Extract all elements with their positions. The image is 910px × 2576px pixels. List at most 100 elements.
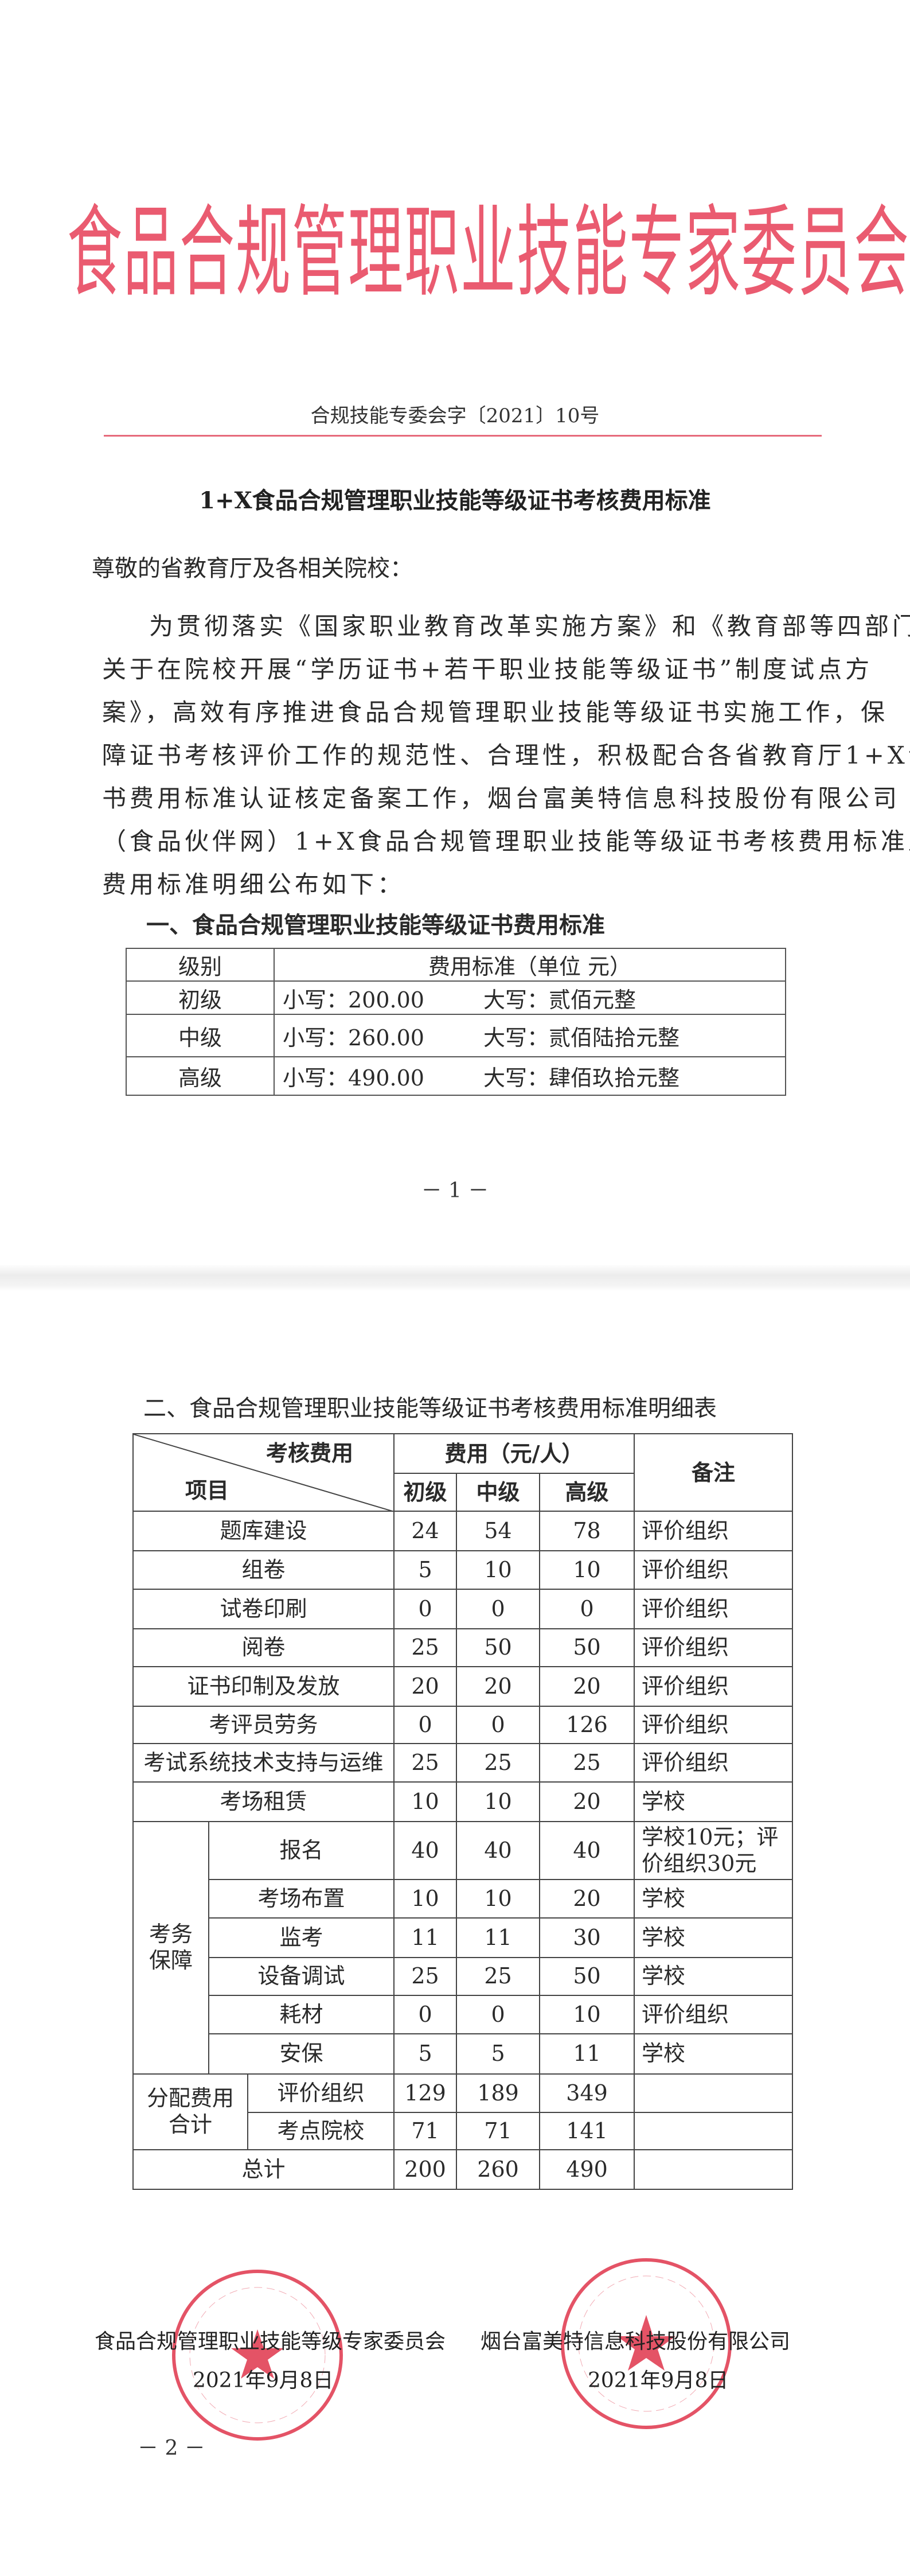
table-row: 阅卷 25 50 50 评价组织: [132, 1628, 794, 1667]
fee-value: 10: [393, 1781, 458, 1822]
section-2-title: 二、食品合规管理职业技能等级证书考核费用标准明细表: [143, 1395, 717, 1422]
table-row: 考务保障 报名 40 40 40 学校10元；评价组织30元: [132, 1821, 794, 2075]
level-header-junior: 初级: [393, 1473, 458, 1512]
item-cell: 考场布置: [208, 1879, 395, 1919]
amount-small: 小写：490.00: [283, 1065, 424, 1091]
table-row: 考评员劳务 0 0 126 评价组织: [132, 1706, 794, 1744]
note-cell: 评价组织: [634, 1743, 794, 1783]
level-cell: 高级: [126, 1056, 275, 1096]
fee-value: 0: [456, 1995, 541, 2034]
fee-value: 71: [456, 2112, 541, 2150]
note-cell: 学校: [634, 2033, 794, 2075]
table-row: 分配费用合计 评价组织 129 189 349: [132, 2073, 794, 2150]
item-cell: 题库建设: [132, 1511, 395, 1551]
fee-value: 20: [539, 1666, 635, 1707]
fee-value: 25: [393, 1743, 458, 1783]
item-cell: 设备调试: [208, 1957, 395, 1996]
table-row: 设备调试 25 25 50 学校: [133, 1957, 794, 1996]
fee-value: 40: [393, 1821, 458, 1880]
amount-cell: 小写：200.00 大写：贰佰元整: [274, 980, 786, 1015]
diagonal-line: [134, 1434, 395, 1512]
document-title: 1+X食品合规管理职业技能等级证书考核费用标准: [199, 487, 711, 514]
item-cell: 试卷印刷: [132, 1589, 395, 1629]
level-header-row: 初级 中级 高级: [133, 1473, 792, 1512]
item-cell: 耗材: [208, 1995, 395, 2034]
fee-standard-table: 级别 费用标准（单位 元） 初级 小写：200.00 大写：贰佰元整 中级 小写：2…: [126, 948, 786, 1096]
note-header: 备注: [634, 1433, 794, 1512]
fee-value: 10: [393, 1879, 458, 1919]
item-cell: 考评员劳务: [132, 1706, 395, 1744]
fee-value: 25: [456, 1743, 541, 1783]
fee-value: 30: [539, 1917, 635, 1958]
table-row: 考点院校 71 71 141: [133, 2112, 794, 2150]
total-label: 总计: [132, 2149, 395, 2190]
level-cell: 中级: [126, 1014, 275, 1057]
fee-row: 高级 小写：490.00 大写：肆佰玖拾元整: [126, 1056, 786, 1096]
note-cell: 学校10元；评价组织30元: [634, 1821, 794, 1880]
amount-small: 小写：260.00: [283, 1025, 424, 1050]
paragraph-line: （食品伙伴网）1+X食品合规管理职业技能等级证书考核费用标准及: [102, 827, 910, 855]
item-cell: 监考: [208, 1917, 395, 1958]
fee-header: 费用（元/人）: [393, 1433, 635, 1474]
fee-value: 0: [539, 1589, 635, 1629]
paragraph-line: 案》，高效有序推进食品合规管理职业技能等级证书实施工作，保: [102, 698, 889, 726]
fee-value: 5: [456, 2033, 541, 2075]
group-alloc-label: 分配费用合计: [132, 2073, 248, 2150]
fee-value: 349: [539, 2073, 635, 2113]
committee-seal: [172, 2270, 343, 2441]
page-number-2: － 2 －: [138, 2437, 205, 2460]
fee-row: 初级 小写：200.00 大写：贰佰元整: [126, 980, 786, 1015]
signature-committee: 食品合规管理职业技能等级专家委员会: [95, 2330, 446, 2353]
fee-value: 10: [539, 1550, 635, 1590]
fee-value: 260: [456, 2149, 541, 2190]
amount-cell: 小写：490.00 大写：肆佰玖拾元整: [274, 1056, 786, 1096]
table-row: 组卷 5 10 10 评价组织: [132, 1550, 794, 1590]
item-cell: 证书印制及发放: [132, 1666, 395, 1707]
level-header-senior: 高级: [539, 1473, 635, 1512]
paragraph-line: 障证书考核评价工作的规范性、合理性，积极配合各省教育厅1+X证: [102, 741, 910, 769]
fee-value: 20: [539, 1879, 635, 1919]
fee-value: 78: [539, 1511, 635, 1551]
item-cell: 考点院校: [247, 2112, 395, 2150]
table-header-row: 级别 费用标准（单位 元）: [126, 948, 786, 982]
amount-big: 大写：贰佰元整: [483, 987, 636, 1013]
fee-value: 10: [456, 1550, 541, 1590]
corner-bottom-label: 项目: [185, 1477, 229, 1504]
fee-value: 0: [393, 1706, 458, 1744]
table-row: 考场租赁 10 10 20 学校: [132, 1781, 794, 1822]
note-cell: [634, 2149, 794, 2190]
item-cell: 阅卷: [132, 1628, 395, 1667]
fee-value: 0: [456, 1706, 541, 1744]
table-row: 安保 5 5 11 学校: [133, 2033, 794, 2075]
note-cell: 评价组织: [634, 1511, 794, 1551]
table-row: 试卷印刷 0 0 0 评价组织: [132, 1589, 794, 1629]
total-row: 总计 200 260 490: [132, 2149, 794, 2190]
group-exam-label: 考务保障: [132, 1821, 209, 2075]
note-cell: 评价组织: [634, 1589, 794, 1629]
note-cell: 评价组织: [634, 1628, 794, 1667]
fee-value: 25: [456, 1957, 541, 1996]
note-cell: 评价组织: [634, 1550, 794, 1590]
table-row: 考试系统技术支持与运维 25 25 25 评价组织: [132, 1743, 794, 1783]
paragraph-line: 为贯彻落实《国家职业教育改革实施方案》和《教育部等四部门: [149, 612, 910, 640]
fee-value: 50: [456, 1628, 541, 1667]
table-row: 考场布置 10 10 20 学校: [133, 1879, 794, 1919]
amount-big: 大写：肆佰玖拾元整: [483, 1065, 680, 1091]
greeting: 尊敬的省教育厅及各相关院校：: [92, 555, 413, 582]
fee-row: 中级 小写：260.00 大写：贰佰陆拾元整: [126, 1014, 786, 1057]
note-cell: [634, 2112, 794, 2150]
fee-value: 11: [393, 1917, 458, 1958]
fee-value: 0: [393, 1589, 458, 1629]
level-cell: 初级: [126, 980, 275, 1015]
fee-value: 20: [539, 1781, 635, 1822]
note-cell: 学校: [634, 1957, 794, 1996]
fee-value: 25: [393, 1628, 458, 1667]
item-cell: 组卷: [132, 1550, 395, 1590]
amount-big: 大写：贰佰陆拾元整: [483, 1025, 680, 1050]
item-cell: 评价组织: [247, 2073, 395, 2113]
note-cell: 评价组织: [634, 1995, 794, 2034]
header-fee: 费用标准（单位 元）: [274, 948, 786, 982]
section-1-title: 一、食品合规管理职业技能等级证书费用标准: [146, 912, 605, 939]
page-number-1: － 1 －: [421, 1179, 489, 1203]
level-header-intermediate: 中级: [456, 1473, 541, 1512]
